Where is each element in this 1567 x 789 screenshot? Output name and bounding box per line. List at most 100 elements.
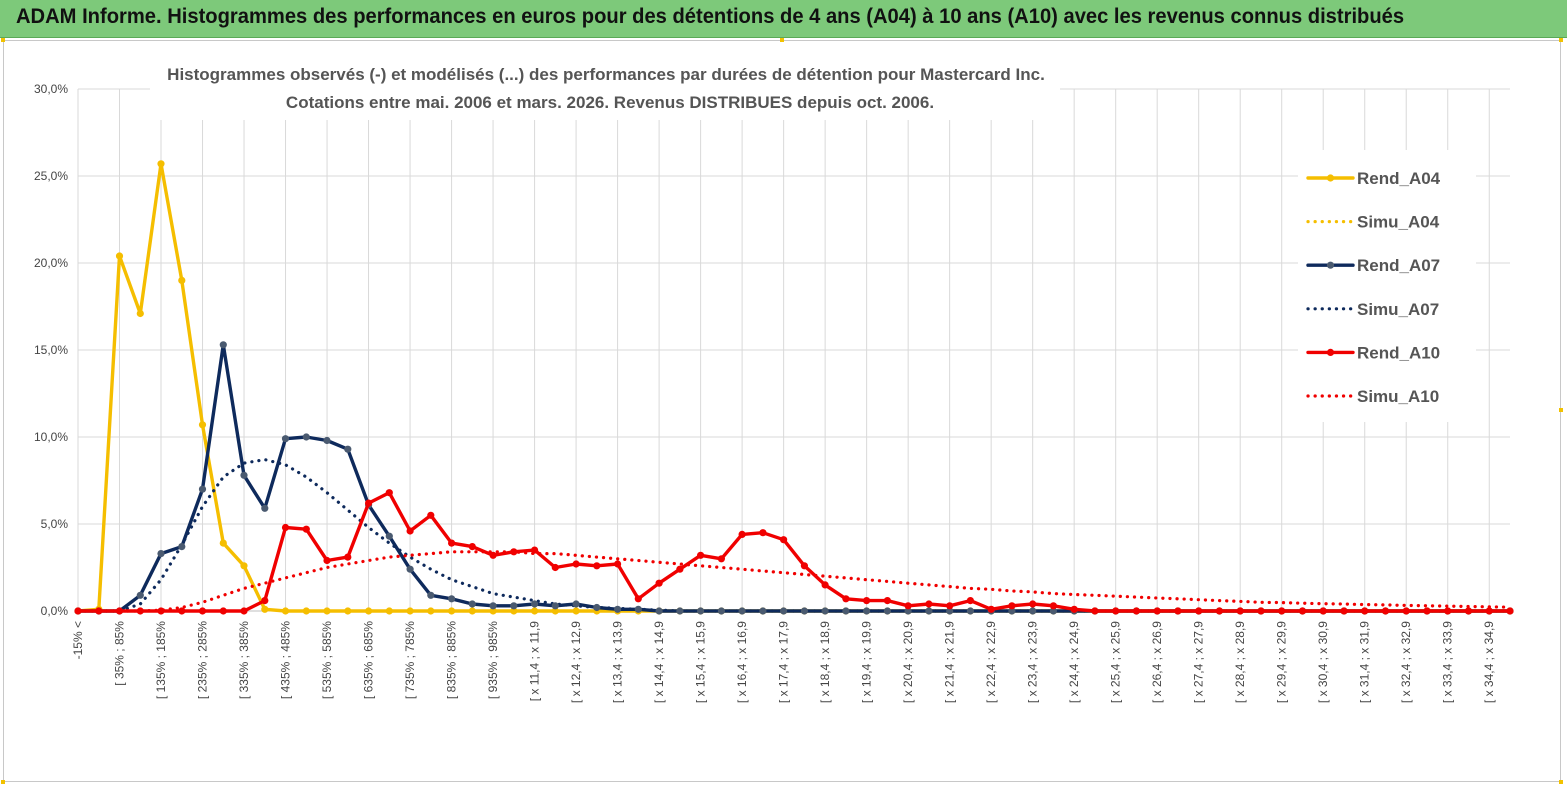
rend-a07-point [489, 602, 497, 610]
rend-a07-point [427, 591, 435, 599]
y-tick-label: 30,0% [34, 82, 68, 96]
x-tick-label: [ x 23,4 ; x 23,9 [1026, 621, 1040, 703]
rend-a07-point [697, 607, 705, 615]
rend-a10-point [281, 523, 290, 532]
rend-a07-point [883, 607, 892, 615]
y-tick-label: 10,0% [34, 430, 68, 444]
rend-a10-point [717, 555, 726, 563]
legend[interactable]: Rend_A04 Simu_A04 Rend_A07 Simu_A07 Rend_A10… [1298, 150, 1476, 422]
rend-a10-point [365, 499, 373, 507]
rend-a07-point [717, 607, 726, 615]
legend-label-rend-a07: Rend_A07 [1357, 256, 1440, 275]
rend-a07-point [842, 607, 850, 615]
rend-a10-point [987, 605, 995, 613]
x-tick-label: -15% < [71, 621, 85, 659]
rend-a07-point [634, 605, 642, 613]
x-tick-label: [ x 32,4 ; x 32,9 [1399, 621, 1413, 703]
rend-a10-point [1464, 607, 1473, 615]
rend-a10-point [510, 548, 518, 556]
resize-handle-right-mid[interactable] [1559, 408, 1563, 412]
x-tick-label: [ x 29,4 ; x 29,9 [1275, 621, 1289, 703]
resize-handle-top-mid[interactable] [780, 38, 784, 42]
legend-marker-rend-a07 [1326, 261, 1335, 269]
rend-a07-point [219, 341, 227, 349]
rend-a04-point [136, 309, 144, 318]
rend-a10-point [323, 556, 331, 565]
x-tick-label: [ x 15,4 ; x 15,9 [694, 621, 708, 703]
rend-a04-point [157, 160, 165, 168]
rend-a10-point [448, 539, 456, 547]
rend-a04-line [76, 162, 1512, 613]
resize-handle-top-right[interactable] [1559, 38, 1563, 42]
resize-handle-top-left[interactable] [1, 38, 5, 42]
rend-a07-point [655, 607, 663, 615]
rend-a10-point [95, 607, 103, 615]
rend-a04-point [510, 607, 518, 615]
rend-a07-point [531, 600, 539, 608]
rend-a10-point [925, 600, 933, 608]
rend-a10-point [1402, 607, 1410, 615]
simu-a07-line [76, 458, 1512, 613]
rend-a10-point [614, 560, 622, 568]
simu-a10-line [76, 550, 1512, 613]
rend-a07-point [551, 602, 559, 610]
rend-a07-point [759, 607, 767, 615]
y-tick-label: 15,0% [34, 343, 68, 357]
rend-a10-point [385, 489, 393, 497]
rend-a07-point [344, 445, 352, 453]
rend-a10-point [1278, 607, 1286, 615]
rend-a07-point [448, 595, 456, 603]
legend-marker-rend-a04 [1326, 174, 1335, 182]
rend-a07-point [198, 485, 207, 493]
rend-a10-point [1485, 607, 1493, 615]
rend-a10-point [115, 607, 124, 615]
rend-a07-point [385, 532, 393, 540]
x-tick-label: [ x 18,4 ; x 18,9 [818, 621, 832, 703]
rend-a10-point [136, 607, 144, 615]
x-tick-label: [ x 11,4 ; x 11,9 [528, 621, 542, 702]
x-tick-label: [ x 31,4 ; x 31,9 [1358, 621, 1372, 703]
legend-label-simu-a04: Simu_A04 [1357, 213, 1440, 232]
rend-a10-point [1361, 607, 1369, 615]
rend-a07-point [136, 591, 144, 599]
rend-a04-point [178, 276, 186, 284]
rend-a10-point [427, 511, 435, 519]
rend-a07-point [1029, 607, 1037, 615]
x-tick-label: [ 535% ; 585% [320, 621, 334, 699]
gridlines [77, 88, 1510, 612]
rend-a04-point [281, 607, 290, 615]
legend-label-simu-a07: Simu_A07 [1357, 300, 1439, 319]
rend-a10-point [74, 607, 82, 615]
resize-handle-bottom-left[interactable] [1, 780, 5, 784]
rend-a10-point [406, 527, 414, 535]
rend-a04-point [302, 607, 310, 615]
rend-a07-point [406, 565, 414, 573]
rend-a04-point [115, 252, 124, 260]
rend-a10-point [697, 551, 705, 559]
rend-a04-point [572, 607, 580, 615]
x-tick-label: [ x 25,4 ; x 25,9 [1109, 621, 1123, 703]
x-tick-label: [ 335% ; 385% [237, 621, 251, 699]
rend-a10-point [1091, 607, 1099, 615]
header-banner: ADAM Informe. Histogrammes des performan… [0, 0, 1567, 38]
legend-background [1298, 150, 1476, 422]
rend-a04-point [365, 607, 373, 615]
rend-a10-point [198, 607, 207, 615]
rend-a10-point [1070, 605, 1078, 613]
rend-a10-point [240, 607, 248, 615]
rend-a10-point [1423, 607, 1431, 615]
rend-a10-point [1153, 607, 1161, 615]
rend-a07-point [676, 607, 684, 615]
rend-a10-point [1195, 607, 1203, 615]
rend-a04-point [323, 607, 331, 615]
rend-a10-point [1298, 607, 1307, 615]
resize-handle-bottom-right[interactable] [1559, 780, 1563, 784]
x-tick-label: [ x 19,4 ; x 19,9 [860, 621, 874, 703]
title-background [150, 58, 1060, 120]
rend-a10-point [489, 551, 497, 559]
rend-a10-point [551, 563, 559, 572]
x-tick-label: [ x 13,4 ; x 13,9 [611, 621, 625, 703]
rend-a10-point [344, 553, 352, 561]
rend-a10-point [821, 581, 829, 589]
